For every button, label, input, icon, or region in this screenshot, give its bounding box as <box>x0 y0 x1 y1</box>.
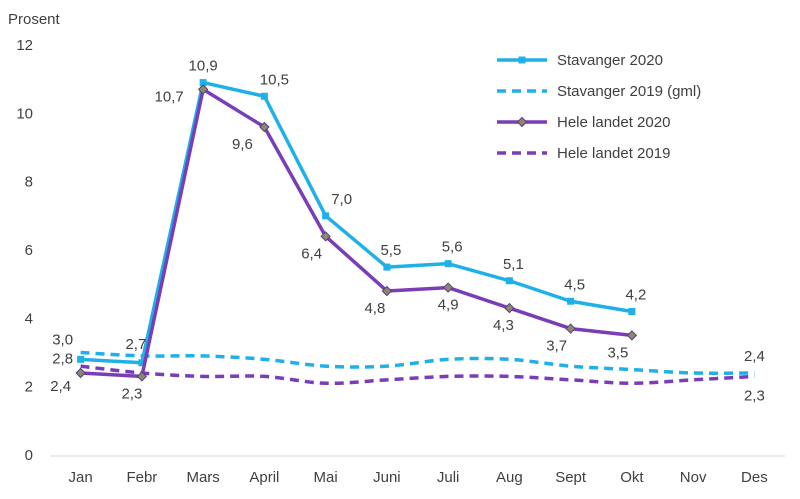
series-line-1 <box>80 350 755 376</box>
y-tick-label: 10 <box>16 105 33 122</box>
data-point-marker <box>199 79 207 87</box>
data-label: 2,3 <box>744 387 765 404</box>
y-tick-label: 4 <box>25 310 33 327</box>
data-labels: 2,8 2,7 10,9 10,5 7,0 5,5 5,6 5,1 4,5 4,2 3,0 2,4 2,… <box>50 58 765 405</box>
y-tick-label: 6 <box>25 242 33 259</box>
data-point-marker <box>567 297 575 305</box>
data-point-marker <box>505 277 513 285</box>
x-tick-label: Okt <box>620 469 644 486</box>
x-tick-label: Sept <box>555 469 587 486</box>
data-label: 5,5 <box>380 242 401 259</box>
x-tick-label: April <box>249 469 279 486</box>
x-tick-label: Juli <box>437 469 460 486</box>
data-point-marker <box>75 367 86 379</box>
x-tick-label: Juni <box>373 469 401 486</box>
data-label: 2,4 <box>50 378 71 395</box>
y-tick-label: 12 <box>16 37 33 54</box>
x-tick-label: Febr <box>126 469 157 486</box>
data-label: 7,0 <box>331 191 352 208</box>
data-label: 3,5 <box>607 344 628 361</box>
data-label: 3,7 <box>546 338 567 355</box>
data-point-marker <box>197 84 209 95</box>
series-line-0 <box>80 80 633 365</box>
x-tick-label: Mars <box>186 469 219 486</box>
data-point-marker <box>626 330 638 341</box>
data-label: 2,8 <box>52 350 73 367</box>
series-line-2 <box>80 87 633 379</box>
data-point-marker <box>383 263 391 271</box>
series-layer <box>75 79 755 386</box>
data-label: 4,5 <box>564 276 585 293</box>
y-axis-label: Prosent <box>8 11 61 28</box>
data-point-marker <box>565 323 576 334</box>
x-tick-label: Des <box>741 469 768 486</box>
data-label: 6,4 <box>301 245 322 262</box>
data-label: 2,3 <box>121 385 142 402</box>
data-point-marker <box>77 355 85 363</box>
data-label: 5,6 <box>442 239 463 256</box>
data-point-marker <box>320 231 331 242</box>
x-tick-label: Nov <box>680 469 707 486</box>
data-label: 10,5 <box>260 71 289 88</box>
x-tick-label: Mai <box>314 469 338 486</box>
data-label: 4,2 <box>625 287 646 304</box>
legend-label: Stavanger 2020 <box>557 52 663 69</box>
data-point-marker <box>259 121 270 133</box>
data-label: 5,1 <box>503 256 524 273</box>
data-label: 10,9 <box>189 58 218 75</box>
legend: Stavanger 2020 Stavanger 2019 (gml) Hele l… <box>497 52 701 162</box>
data-label: 2,4 <box>744 348 765 365</box>
y-tick-label: 8 <box>25 174 33 191</box>
y-tick-label: 2 <box>25 379 33 396</box>
data-point-marker <box>442 282 454 293</box>
data-label: 4,9 <box>438 297 459 314</box>
x-tick-label: Jan <box>69 469 93 486</box>
data-label: 3,0 <box>52 332 73 349</box>
y-tick-label: 0 <box>25 447 33 464</box>
data-label: 4,8 <box>364 300 385 317</box>
series-line-3 <box>80 364 755 386</box>
legend-label: Hele landet 2019 <box>557 145 670 162</box>
legend-label: Stavanger 2019 (gml) <box>557 83 701 100</box>
legend-marker <box>518 56 526 64</box>
data-point-marker <box>504 302 515 314</box>
data-point-marker <box>136 371 148 382</box>
data-point-marker <box>628 308 636 315</box>
axes: 0 2 4 6 8 10 12 Jan Febr Mars April Mai Juni Juli Aug S… <box>16 37 785 486</box>
data-label: 2,7 <box>125 336 146 353</box>
legend-marker <box>516 116 528 128</box>
data-point-marker <box>138 359 146 367</box>
data-label: 4,3 <box>493 317 514 334</box>
data-point-marker <box>260 92 268 100</box>
legend-label: Hele landet 2020 <box>557 114 670 131</box>
x-tick-label: Aug <box>496 469 523 486</box>
data-point-marker <box>381 285 393 297</box>
data-point-marker <box>322 212 330 220</box>
data-label: 9,6 <box>232 136 253 153</box>
data-label: 10,7 <box>155 88 184 105</box>
data-point-marker <box>444 260 452 268</box>
